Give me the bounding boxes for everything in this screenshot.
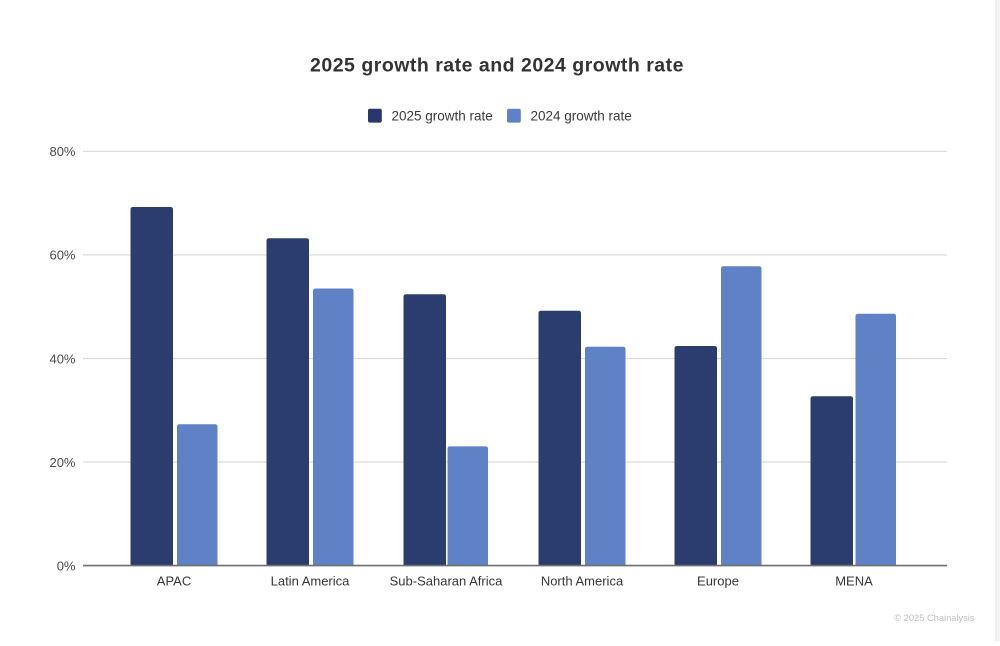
svg-text:Europe: Europe xyxy=(697,574,739,589)
svg-text:2024 growth rate: 2024 growth rate xyxy=(531,109,632,124)
svg-text:2025 growth rate and 2024 grow: 2025 growth rate and 2024 growth rate xyxy=(310,55,684,77)
svg-text:Latin America: Latin America xyxy=(271,574,351,589)
svg-text:© 2025 Chainalysis: © 2025 Chainalysis xyxy=(894,613,975,623)
svg-text:North America: North America xyxy=(541,574,624,589)
svg-text:APAC: APAC xyxy=(157,574,191,589)
svg-text:60%: 60% xyxy=(49,248,75,263)
svg-text:MENA: MENA xyxy=(835,574,873,589)
svg-text:20%: 20% xyxy=(49,455,75,470)
svg-text:80%: 80% xyxy=(49,144,75,159)
svg-text:Sub-Saharan Africa: Sub-Saharan Africa xyxy=(390,574,504,589)
svg-text:2025 growth rate: 2025 growth rate xyxy=(392,109,493,124)
svg-text:0%: 0% xyxy=(57,558,76,573)
svg-text:40%: 40% xyxy=(49,351,75,366)
